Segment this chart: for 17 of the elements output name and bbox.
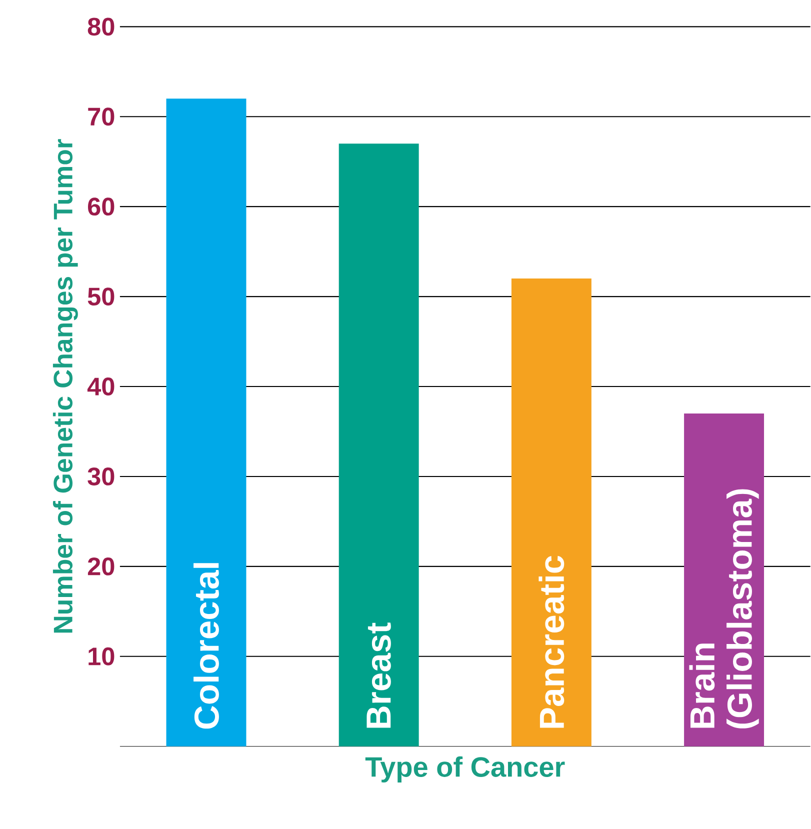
y-axis-title: Number of Genetic Changes per Tumor [53, 139, 78, 633]
x-axis-title: Type of Cancer [365, 756, 565, 782]
y-tick-label: 80 [88, 18, 114, 36]
x-tick-label: Pancreatic [538, 556, 564, 728]
y-tick-label: 20 [88, 557, 114, 576]
bar [166, 98, 246, 746]
y-tick-label: 60 [88, 198, 114, 216]
y-tick-label: 40 [88, 378, 114, 396]
bar [338, 144, 419, 746]
x-tick-label: Colorectal [194, 563, 220, 729]
y-tick-label: 30 [88, 467, 114, 486]
y-tick-label: 10 [88, 647, 114, 666]
y-tick-label: 70 [88, 108, 114, 126]
bar [512, 278, 592, 746]
y-tick-label: 50 [88, 288, 114, 306]
x-tick-label: Breast [366, 622, 391, 728]
x-tick-label: Brain (Glioblastoma) [689, 489, 759, 728]
